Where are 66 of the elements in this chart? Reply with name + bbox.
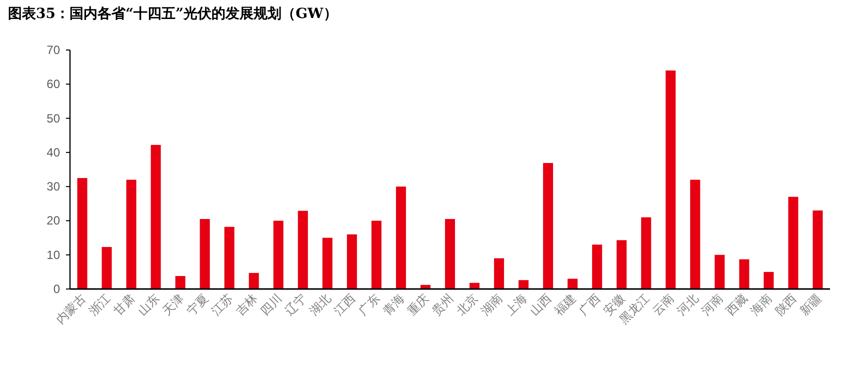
y-tick-label: 60 [46,77,60,92]
x-tick-label: 河南 [698,291,726,318]
y-tick-label: 70 [46,43,60,57]
x-tick-label: 山东 [135,291,162,318]
x-tick-label: 江苏 [208,291,236,318]
x-tick-label: 辽宁 [282,291,310,318]
bar [346,234,357,289]
bar [150,144,161,289]
x-tick-label: 河北 [674,291,702,318]
bar [764,272,774,289]
x-tick-label: 贵州 [429,291,456,318]
y-tick-label: 0 [53,282,60,296]
x-tick-label: 山西 [527,291,554,318]
x-tick-label: 西藏 [723,291,750,318]
bar [641,217,652,289]
x-tick-label: 新疆 [796,291,824,318]
y-tick-label: 40 [46,145,60,160]
bar [690,180,700,289]
bar [175,276,186,289]
x-tick-label: 浙江 [86,291,113,318]
x-tick-label: 陕西 [772,291,800,318]
x-tick-label: 云南 [650,291,677,318]
x-tick-label: 吉林 [233,291,260,318]
bar [248,272,259,289]
x-tick-label: 湖南 [478,291,506,318]
bar [224,226,234,289]
bar [273,220,284,289]
bar [200,219,210,289]
bar [445,219,455,289]
y-tick-label: 10 [46,248,60,262]
bar [396,186,406,289]
x-tick-label: 江西 [331,291,358,318]
bar [666,70,676,289]
bar [77,178,88,289]
bar [543,163,554,289]
bar [592,244,602,289]
bar [616,240,627,289]
x-tick-label: 甘肃 [110,291,138,318]
x-tick-label: 北京 [454,291,481,318]
x-tick-label: 海南 [748,291,775,318]
bar [568,278,578,289]
bar [102,247,112,289]
x-tick-label: 广西 [576,291,604,318]
x-tick-label: 广东 [356,291,383,318]
x-tick-label: 四川 [258,291,285,318]
bar [322,238,332,289]
bar [126,180,136,289]
x-tick-label: 福建 [552,291,579,318]
bar [788,196,798,289]
x-tick-label: 宁夏 [184,291,211,318]
y-tick-label: 30 [46,180,60,194]
chart-title: 图表35：国内各省“十四五”光伏的发展规划（GW） [8,6,338,22]
x-tick-label: 湖北 [306,291,334,318]
bar [518,280,529,289]
x-tick-label: 天津 [160,291,186,318]
bar [298,210,308,289]
x-tick-label: 上海 [502,291,530,318]
bar [812,210,823,289]
x-tick-label: 青海 [380,291,408,318]
bar [494,258,504,289]
bar [371,220,382,289]
bar [714,254,725,289]
bar [739,259,750,289]
x-tick-label: 重庆 [404,291,432,318]
y-tick-label: 20 [46,214,60,228]
y-tick-label: 50 [46,111,60,126]
